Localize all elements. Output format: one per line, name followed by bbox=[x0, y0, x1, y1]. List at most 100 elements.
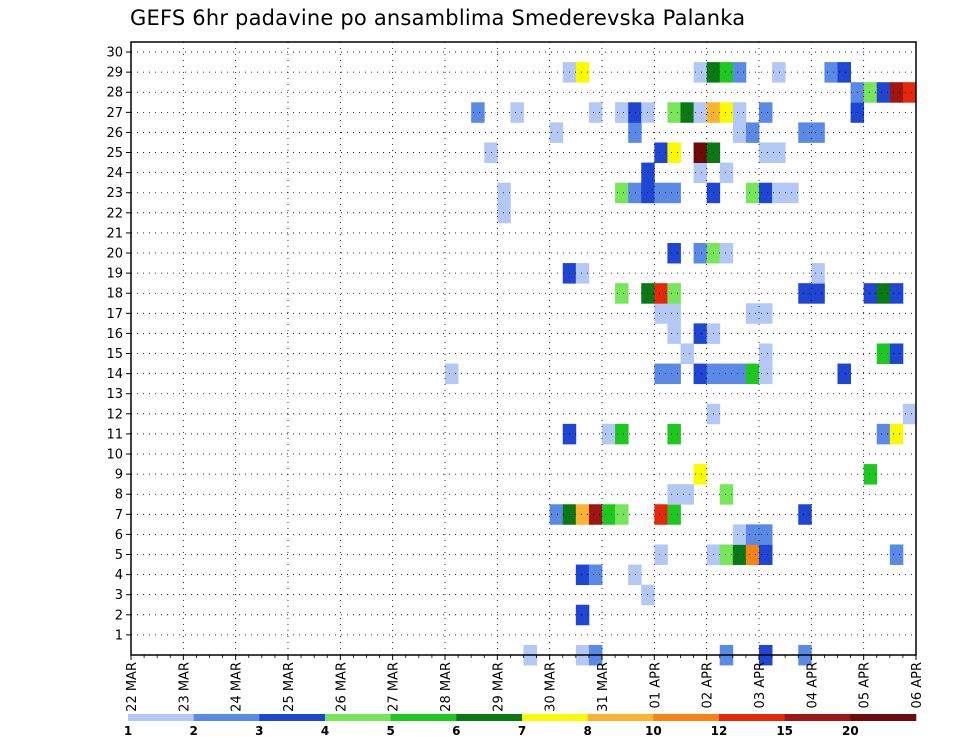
colorbar-swatch bbox=[259, 714, 326, 721]
y-tick-label: 30 bbox=[106, 46, 123, 61]
heatmap-cell bbox=[575, 263, 590, 284]
y-tick-label: 11 bbox=[106, 427, 123, 442]
heatmap-cell bbox=[615, 102, 629, 123]
heatmap-cell bbox=[889, 283, 904, 304]
y-axis: 1234567891011121314151617181920212223242… bbox=[106, 46, 131, 643]
heatmap-cell bbox=[602, 504, 616, 525]
colorbar-swatch bbox=[653, 714, 720, 721]
colorbar-label: 7 bbox=[518, 724, 526, 738]
y-tick-label: 19 bbox=[106, 267, 123, 282]
heatmap-cell bbox=[575, 504, 590, 525]
heatmap-cell bbox=[628, 102, 642, 123]
heatmap-cell bbox=[693, 62, 708, 83]
heatmap-cell bbox=[876, 423, 891, 445]
heatmap-cell bbox=[588, 102, 603, 123]
y-tick-label: 1 bbox=[115, 628, 123, 643]
colorbar: 1 2 3 4 5 6 7 8 10 12 15 20 bbox=[124, 714, 917, 738]
x-tick-label: 26 MAR bbox=[334, 662, 349, 712]
colorbar-swatch bbox=[456, 714, 523, 721]
y-tick-label: 25 bbox=[106, 146, 123, 161]
heatmap-cell bbox=[654, 303, 668, 324]
heatmap-cell bbox=[772, 142, 786, 163]
colorbar-swatch bbox=[325, 714, 391, 721]
y-tick-label: 27 bbox=[106, 106, 123, 121]
x-tick-label: 29 MAR bbox=[491, 662, 506, 712]
heatmap-cell bbox=[693, 323, 708, 344]
x-axis: 22 MAR 23 MAR 24 MAR 25 MAR 26 MAR 27 MAR 28 M… bbox=[125, 655, 925, 712]
y-tick-label: 5 bbox=[115, 548, 123, 563]
y-tick-label: 17 bbox=[106, 307, 123, 322]
y-tick-label: 7 bbox=[115, 508, 123, 523]
heatmap-cell bbox=[837, 363, 851, 385]
chart-title: GEFS 6hr padavine po ansamblima Smederev… bbox=[130, 6, 746, 30]
heatmap-cell bbox=[654, 142, 668, 163]
heatmap-cells bbox=[445, 62, 917, 666]
colorbar-label: 2 bbox=[189, 724, 197, 738]
heatmap-cell bbox=[445, 363, 459, 385]
x-tick-label: 22 MAR bbox=[125, 662, 140, 712]
colorbar-swatch bbox=[522, 714, 588, 721]
heatmap-cell bbox=[615, 182, 629, 204]
colorbar-swatch bbox=[390, 714, 457, 721]
heatmap-cell bbox=[732, 62, 747, 83]
heatmap-cell bbox=[615, 283, 629, 304]
colorbar-label: 1 bbox=[124, 724, 132, 738]
heatmap-cell bbox=[837, 62, 851, 83]
heatmap-cell bbox=[902, 82, 917, 103]
heatmap-cell bbox=[471, 102, 485, 123]
x-tick-label: 06 APR bbox=[910, 662, 925, 708]
colorbar-swatch bbox=[850, 714, 917, 721]
heatmap-cell bbox=[628, 122, 642, 143]
heatmap-cell bbox=[615, 423, 629, 445]
heatmap-cell bbox=[654, 544, 668, 565]
heatmap-cell bbox=[693, 242, 708, 264]
colorbar-label: 20 bbox=[842, 724, 859, 738]
heatmap-cell bbox=[667, 323, 681, 344]
x-tick-label: 02 APR bbox=[701, 662, 716, 708]
heatmap-cell bbox=[667, 242, 681, 264]
colorbar-swatch bbox=[719, 714, 785, 721]
heatmap-cell bbox=[575, 62, 590, 83]
heatmap-cell bbox=[602, 423, 616, 445]
heatmap-cell bbox=[745, 363, 760, 385]
y-tick-label: 9 bbox=[115, 468, 123, 483]
heatmap-cell bbox=[745, 544, 760, 565]
heatmap-cell bbox=[680, 102, 694, 123]
heatmap-cell bbox=[549, 122, 564, 143]
colorbar-label: 15 bbox=[776, 724, 793, 738]
heatmap-cell bbox=[654, 182, 668, 204]
x-tick-label: 24 MAR bbox=[230, 662, 245, 712]
heatmap-cell bbox=[863, 283, 878, 304]
heatmap-cell bbox=[510, 102, 524, 123]
heatmap-cell bbox=[654, 283, 668, 304]
heatmap-cell bbox=[876, 343, 891, 364]
heatmap-cell bbox=[798, 122, 812, 143]
heatmap-cell bbox=[667, 484, 681, 505]
heatmap-cell bbox=[798, 283, 812, 304]
heatmap-cell bbox=[719, 544, 734, 565]
heatmap-cell bbox=[745, 182, 760, 204]
heatmap-cell bbox=[575, 604, 590, 626]
heatmap-cell bbox=[798, 504, 812, 525]
heatmap-cell bbox=[719, 484, 734, 505]
heatmap-cell bbox=[759, 303, 773, 324]
heatmap-cell bbox=[719, 62, 734, 83]
y-tick-label: 21 bbox=[106, 226, 123, 241]
y-tick-label: 6 bbox=[115, 528, 123, 543]
heatmap-cell bbox=[759, 544, 773, 565]
heatmap-cell bbox=[889, 544, 904, 565]
heatmap-cell bbox=[863, 82, 878, 103]
heatmap-cell bbox=[811, 263, 825, 284]
x-tick-label: 28 MAR bbox=[439, 662, 454, 712]
y-tick-label: 12 bbox=[106, 407, 123, 422]
heatmap-cell bbox=[667, 504, 681, 525]
heatmap-cell bbox=[732, 363, 747, 385]
y-tick-label: 24 bbox=[106, 166, 123, 181]
heatmap-cell bbox=[693, 464, 708, 485]
heatmap-cell bbox=[680, 343, 694, 364]
heatmap-cell bbox=[588, 504, 603, 525]
colorbar-label: 6 bbox=[452, 724, 460, 738]
heatmap-cell bbox=[719, 162, 734, 184]
y-tick-label: 16 bbox=[106, 327, 123, 342]
heatmap-cell bbox=[772, 182, 786, 204]
